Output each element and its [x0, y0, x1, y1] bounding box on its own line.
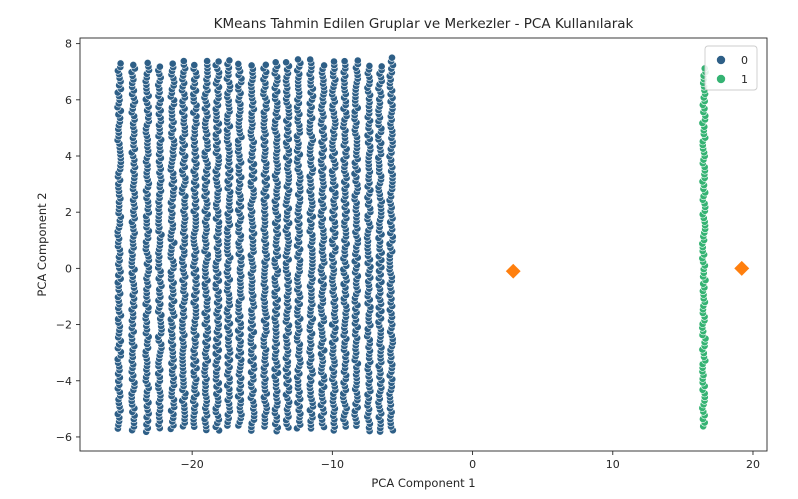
- scatter-point: [353, 56, 362, 65]
- y-tick-label: −2: [56, 319, 72, 332]
- x-tick-label: 0: [469, 458, 476, 471]
- scatter-point: [234, 60, 243, 68]
- scatter-point: [168, 59, 177, 68]
- scatter-point: [203, 57, 211, 65]
- legend-label: 0: [741, 54, 748, 67]
- scatter-point: [340, 57, 349, 66]
- x-tick-label: 20: [746, 458, 760, 471]
- scatter-point: [294, 55, 302, 64]
- x-tick-label: −10: [321, 458, 344, 471]
- legend-marker: [716, 74, 726, 84]
- scatter-point: [388, 53, 396, 62]
- legend: 01: [704, 45, 758, 91]
- scatter-point: [116, 59, 125, 68]
- scatter-point: [214, 57, 223, 66]
- chart-title: KMeans Tahmin Edilen Gruplar ve Merkezle…: [214, 16, 634, 32]
- legend-label: 1: [741, 73, 748, 86]
- legend-marker: [716, 55, 726, 65]
- x-axis-label: PCA Component 1: [371, 476, 475, 490]
- scatter-point: [330, 57, 338, 66]
- data-points: [113, 53, 710, 436]
- scatter-point: [155, 62, 164, 71]
- x-tick-label: −20: [181, 458, 204, 471]
- centroid-marker: [504, 262, 522, 280]
- y-tick-label: 0: [65, 262, 72, 275]
- legend-box: [704, 45, 758, 91]
- y-tick-label: 8: [65, 38, 72, 51]
- y-tick-label: 4: [65, 150, 72, 163]
- centroid-markers: [504, 259, 751, 280]
- y-axis-ticks: −6 −4 −2 0 2 4 6 8: [56, 38, 80, 444]
- y-tick-label: −6: [56, 431, 72, 444]
- scatter-point: [365, 62, 374, 70]
- x-tick-label: 10: [606, 458, 620, 471]
- y-tick-label: 2: [65, 206, 72, 219]
- scatter-point: [179, 57, 188, 65]
- scatter-point: [225, 56, 234, 65]
- scatter-point: [129, 61, 138, 69]
- y-axis-label: PCA Component 2: [35, 192, 49, 296]
- y-tick-label: 6: [65, 94, 72, 107]
- scatter-point: [320, 61, 328, 70]
- scatter-point: [306, 55, 315, 64]
- scatter-point: [261, 60, 270, 69]
- scatter-point: [190, 61, 199, 69]
- scatter-point: [247, 61, 256, 70]
- scatter-point: [282, 58, 290, 67]
- scatter-point: [143, 59, 152, 67]
- x-axis-ticks: −20 −10 0 10 20: [181, 451, 760, 471]
- centroid-marker: [733, 259, 751, 277]
- scatter-point: [377, 62, 386, 71]
- plot-area-frame: [79, 37, 768, 452]
- scatter-point: [271, 58, 280, 67]
- y-tick-label: −4: [56, 375, 72, 388]
